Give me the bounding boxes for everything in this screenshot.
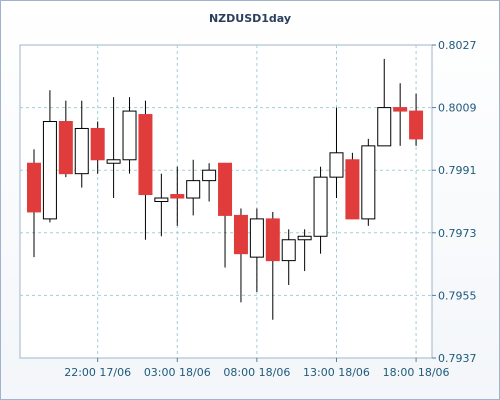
candle-body (74, 127, 89, 175)
candle (393, 83, 408, 146)
candle-body (361, 145, 376, 220)
candle-body (27, 162, 41, 213)
candle (186, 159, 201, 216)
candle-body (297, 235, 312, 241)
candle (138, 100, 153, 240)
candle-body (218, 162, 233, 216)
candle (329, 107, 344, 199)
chart-title: NZDUSD1day (209, 12, 291, 25)
candle-body (170, 194, 185, 199)
candle-body (377, 107, 392, 147)
y-tick-label: 0.7937 (438, 352, 477, 365)
candle-body (106, 159, 121, 164)
y-tick-label: 0.8009 (438, 102, 477, 115)
candle (345, 152, 360, 220)
candle (170, 166, 185, 226)
candle-body (393, 107, 408, 112)
candle (313, 166, 328, 254)
candle (297, 229, 312, 272)
candle-body (249, 218, 264, 258)
candle-body (58, 121, 73, 175)
y-tick-label: 0.7973 (438, 227, 477, 240)
x-tick-label: 03:00 18/06 (144, 366, 211, 379)
candle-body (42, 121, 57, 220)
candle-body (202, 169, 217, 182)
candle (74, 100, 89, 188)
candle (361, 138, 376, 226)
x-tick-label: 22:00 17/06 (64, 366, 131, 379)
candle-body (409, 110, 424, 140)
y-axis: 0.8027 0.8009 0.7991 0.7973 0.7955 0.7937 (432, 39, 477, 365)
candle-body (265, 218, 280, 262)
x-tick-label: 08:00 18/06 (223, 366, 290, 379)
candle (249, 208, 264, 292)
candle-body (313, 176, 328, 237)
candle (265, 211, 280, 320)
candle (154, 173, 169, 237)
x-axis: 22:00 17/06 03:00 18/06 08:00 18/06 13:00 1… (64, 358, 450, 379)
candle-body (233, 214, 248, 255)
candle-body (138, 114, 153, 196)
candle-body (122, 110, 137, 161)
x-tick-label: 18:00 18/06 (383, 366, 450, 379)
candle-body (90, 127, 105, 161)
candle (377, 58, 392, 147)
candle (42, 90, 57, 223)
candle (90, 121, 105, 174)
candle-body (345, 159, 360, 220)
candles (27, 58, 424, 320)
candle (233, 208, 248, 303)
candle (202, 163, 217, 202)
candle-body (329, 152, 344, 178)
candle (122, 97, 137, 174)
candle-body (186, 180, 201, 199)
x-tick-label: 13:00 18/06 (303, 366, 370, 379)
candle (281, 229, 296, 285)
candle (27, 149, 41, 258)
candle (106, 97, 121, 199)
candle-body (281, 239, 296, 262)
candle-body (154, 197, 169, 202)
y-tick-label: 0.7955 (438, 289, 477, 302)
y-tick-label: 0.7991 (438, 164, 477, 177)
candle (58, 100, 73, 178)
candle (409, 93, 424, 146)
y-tick-label: 0.8027 (438, 39, 477, 52)
candle (218, 162, 233, 268)
